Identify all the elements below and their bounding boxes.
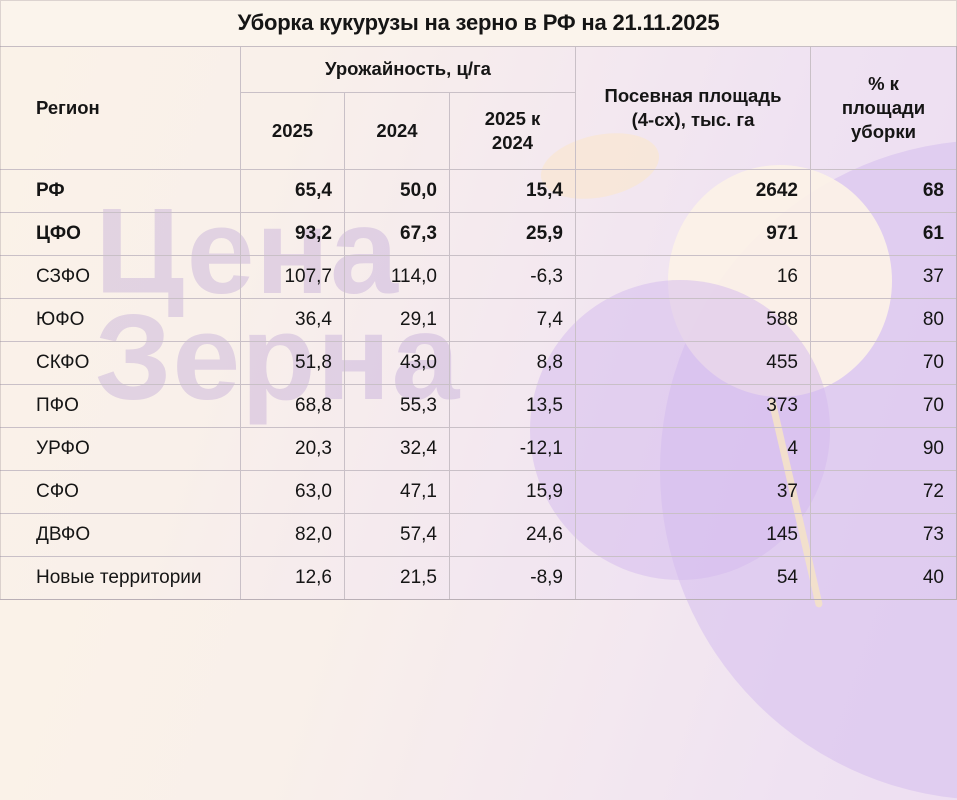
pct-cell: 68 — [811, 170, 957, 213]
pct-cell: 70 — [811, 385, 957, 428]
area-cell: 16 — [576, 256, 811, 299]
region-cell: РФ — [0, 170, 241, 213]
pct-cell: 72 — [811, 471, 957, 514]
region-cell: УРФО — [0, 428, 241, 471]
yield-2024-cell: 67,3 — [345, 213, 450, 256]
yield-2025-cell: 65,4 — [241, 170, 345, 213]
yield-2025-cell: 82,0 — [241, 514, 345, 557]
yield-2025-cell: 51,8 — [241, 342, 345, 385]
area-cell: 2642 — [576, 170, 811, 213]
region-cell: ДВФО — [0, 514, 241, 557]
area-cell: 145 — [576, 514, 811, 557]
yield-diff-cell: 15,9 — [450, 471, 576, 514]
pct-cell: 40 — [811, 557, 957, 600]
column-header-yield-2024: 2024 — [345, 93, 450, 170]
region-cell: ПФО — [0, 385, 241, 428]
yield-2025-cell: 107,7 — [241, 256, 345, 299]
yield-diff-cell: 7,4 — [450, 299, 576, 342]
region-cell: СКФО — [0, 342, 241, 385]
yield-2024-cell: 32,4 — [345, 428, 450, 471]
region-cell: СЗФО — [0, 256, 241, 299]
harvest-table: Регион Урожайность, ц/га 2025 2024 2025 … — [0, 47, 957, 600]
yield-2024-cell: 50,0 — [345, 170, 450, 213]
pct-cell: 73 — [811, 514, 957, 557]
yield-2024-cell: 29,1 — [345, 299, 450, 342]
yield-diff-cell: -8,9 — [450, 557, 576, 600]
yield-2025-cell: 20,3 — [241, 428, 345, 471]
area-cell: 4 — [576, 428, 811, 471]
column-header-area: Посевная площадь (4-сх), тыс. га — [576, 47, 811, 170]
watermark-line-2: Зерна — [95, 289, 461, 425]
area-cell: 588 — [576, 299, 811, 342]
yield-2025-cell: 93,2 — [241, 213, 345, 256]
page-title: Уборка кукурузы на зерно в РФ на 21.11.2… — [237, 10, 720, 35]
yield-diff-cell: 8,8 — [450, 342, 576, 385]
area-cell: 54 — [576, 557, 811, 600]
yield-diff-cell: -6,3 — [450, 256, 576, 299]
yield-2024-cell: 57,4 — [345, 514, 450, 557]
pct-cell: 37 — [811, 256, 957, 299]
yield-2024-cell: 43,0 — [345, 342, 450, 385]
region-cell: ЦФО — [0, 213, 241, 256]
column-header-yield-diff: 2025 к 2024 — [450, 93, 576, 170]
region-cell: Новые территории — [0, 557, 241, 600]
pct-cell: 80 — [811, 299, 957, 342]
yield-2024-cell: 55,3 — [345, 385, 450, 428]
column-header-region: Регион — [0, 47, 241, 170]
area-cell: 971 — [576, 213, 811, 256]
yield-diff-cell: 13,5 — [450, 385, 576, 428]
area-cell: 455 — [576, 342, 811, 385]
column-header-yield-2025: 2025 — [241, 93, 345, 170]
region-cell: ЮФО — [0, 299, 241, 342]
pct-cell: 90 — [811, 428, 957, 471]
yield-diff-cell: 25,9 — [450, 213, 576, 256]
area-cell: 37 — [576, 471, 811, 514]
yield-2024-cell: 21,5 — [345, 557, 450, 600]
yield-2024-cell: 114,0 — [345, 256, 450, 299]
yield-2024-cell: 47,1 — [345, 471, 450, 514]
yield-2025-cell: 12,6 — [241, 557, 345, 600]
area-cell: 373 — [576, 385, 811, 428]
yield-diff-cell: 15,4 — [450, 170, 576, 213]
yield-2025-cell: 63,0 — [241, 471, 345, 514]
watermark-line-1: Цена — [95, 183, 399, 319]
title-bar: Уборка кукурузы на зерно в РФ на 21.11.2… — [0, 0, 957, 47]
region-cell: СФО — [0, 471, 241, 514]
column-header-pct: % к площади уборки — [811, 47, 957, 170]
pct-cell: 70 — [811, 342, 957, 385]
column-header-yield-group: Урожайность, ц/га — [241, 47, 576, 93]
pct-cell: 61 — [811, 213, 957, 256]
yield-diff-cell: -12,1 — [450, 428, 576, 471]
yield-2025-cell: 68,8 — [241, 385, 345, 428]
yield-diff-cell: 24,6 — [450, 514, 576, 557]
yield-2025-cell: 36,4 — [241, 299, 345, 342]
